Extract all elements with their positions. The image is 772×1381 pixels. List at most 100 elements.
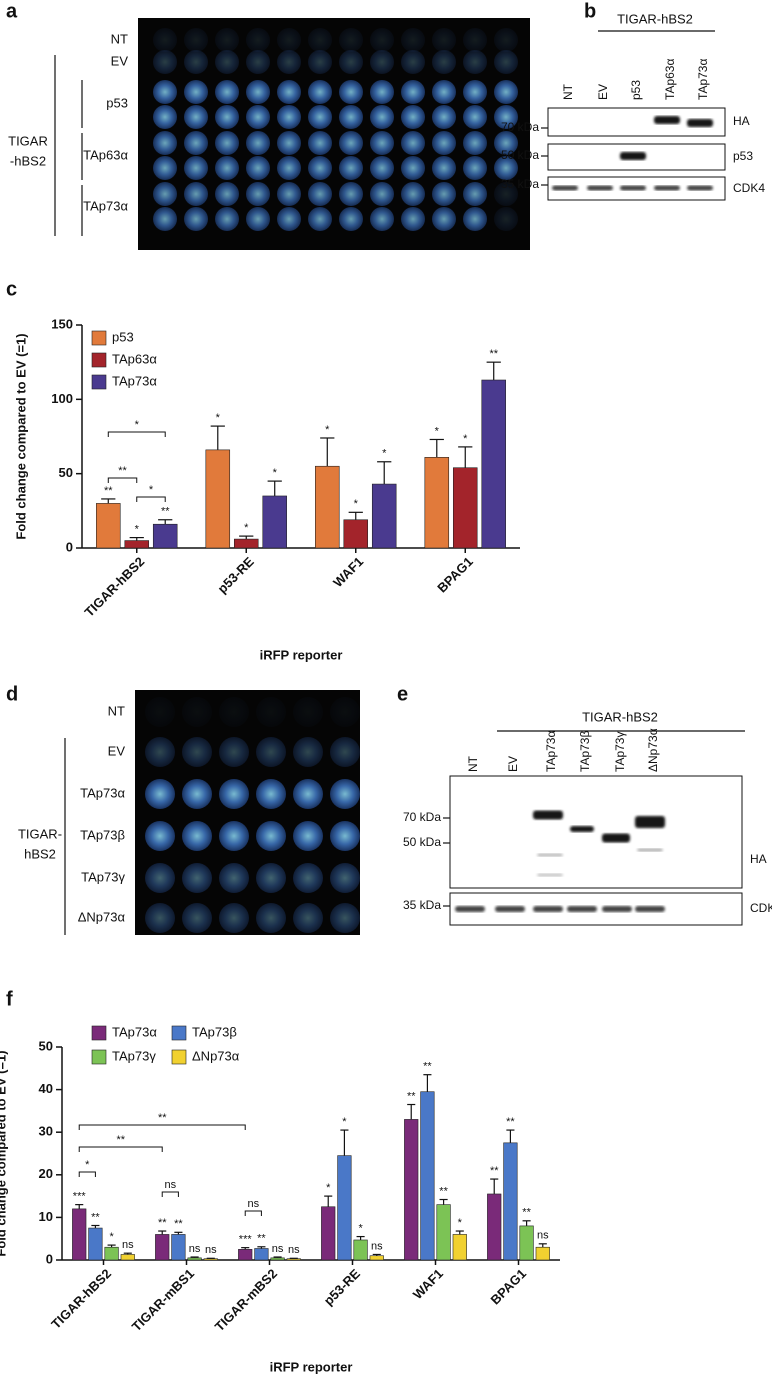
panel-letter: d (6, 683, 18, 705)
well (215, 28, 239, 52)
significance-label: ** (407, 1090, 416, 1102)
row-label: NT (108, 703, 125, 718)
well (339, 50, 363, 74)
well (463, 105, 487, 129)
well (308, 207, 332, 231)
well (432, 105, 456, 129)
significance-bracket (107, 431, 166, 437)
well (277, 131, 301, 155)
well (153, 207, 177, 231)
panel-letter: b (584, 0, 596, 22)
well (184, 105, 208, 129)
well (401, 156, 425, 180)
well (145, 697, 175, 727)
well (330, 863, 360, 893)
well (145, 821, 175, 851)
well (215, 105, 239, 129)
y-tick-label: 30 (39, 1124, 53, 1139)
band (635, 816, 665, 828)
significance-label: ns (537, 1230, 549, 1242)
well (370, 28, 394, 52)
well (219, 821, 249, 851)
blot-header: TIGAR-hBS2 (617, 11, 693, 26)
well (184, 182, 208, 206)
band (620, 152, 646, 160)
well (182, 697, 212, 727)
row-label: NT (111, 31, 128, 46)
lane-label: ΔNp73α (646, 728, 660, 772)
well (401, 80, 425, 104)
y-tick-label: 40 (39, 1081, 53, 1096)
band (587, 185, 613, 191)
well (184, 131, 208, 155)
well (339, 28, 363, 52)
bar (315, 465, 340, 549)
well (494, 207, 518, 231)
well (494, 28, 518, 52)
well (463, 207, 487, 231)
bar (343, 519, 369, 549)
significance-label: ns (371, 1240, 383, 1252)
row-label: TAp63α (83, 147, 128, 162)
well (215, 50, 239, 74)
lane-label: EV (596, 84, 610, 100)
bar (353, 1239, 368, 1261)
bar (337, 1155, 352, 1261)
well (184, 50, 208, 74)
well (401, 50, 425, 74)
well (494, 80, 518, 104)
lane-label: EV (506, 756, 520, 772)
well (463, 131, 487, 155)
well (219, 697, 249, 727)
well (246, 28, 270, 52)
well (370, 182, 394, 206)
marker-label: 70 kDa (501, 120, 539, 134)
well (401, 28, 425, 52)
well (293, 821, 323, 851)
well (182, 779, 212, 809)
group-label: hBS2 (24, 846, 56, 861)
row-label: EV (111, 53, 129, 68)
well (153, 131, 177, 155)
bar (120, 1254, 135, 1261)
well (463, 80, 487, 104)
lane-label: TAp73α (544, 731, 558, 772)
bar (152, 523, 178, 549)
significance-label: * (342, 1116, 347, 1128)
well (432, 156, 456, 180)
band (533, 906, 563, 912)
bar (124, 540, 150, 549)
well (330, 737, 360, 767)
legend-swatch (91, 330, 107, 346)
bracket-label: ** (118, 465, 127, 477)
band (455, 906, 485, 912)
well (494, 131, 518, 155)
well (308, 80, 332, 104)
bracket-label: ** (116, 1134, 125, 1146)
significance-label: ** (489, 348, 498, 360)
well (256, 737, 286, 767)
bar (254, 1248, 269, 1261)
well (339, 207, 363, 231)
well (463, 182, 487, 206)
lane-label: TAp73γ (613, 732, 627, 772)
bar (481, 379, 506, 549)
well (219, 863, 249, 893)
well (215, 207, 239, 231)
bar (238, 1249, 253, 1261)
well (219, 779, 249, 809)
band (687, 185, 713, 191)
well (246, 80, 270, 104)
lane-label: NT (466, 755, 480, 772)
well (215, 156, 239, 180)
bar (187, 1257, 202, 1261)
well (432, 80, 456, 104)
well (494, 105, 518, 129)
band (654, 185, 680, 191)
y-tick-label: 10 (39, 1209, 53, 1224)
plate (135, 690, 360, 935)
y-tick-label: 20 (39, 1166, 53, 1181)
well (370, 156, 394, 180)
significance-label: * (326, 1182, 331, 1194)
significance-label: ** (158, 1217, 167, 1229)
